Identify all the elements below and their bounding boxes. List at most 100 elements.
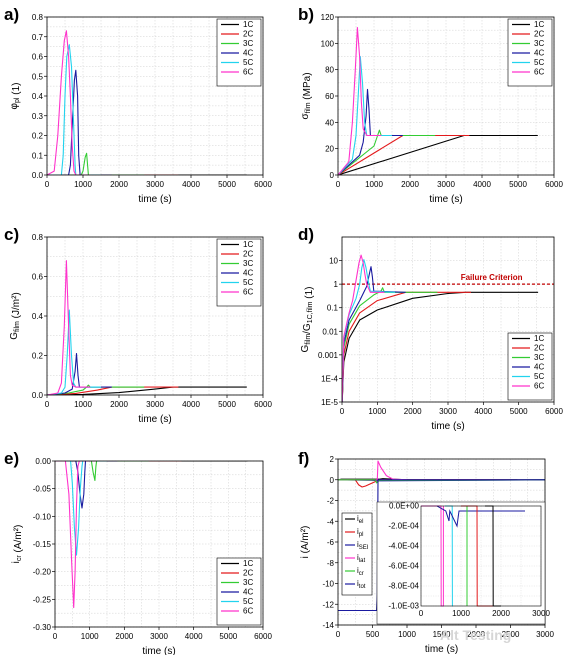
series-group <box>342 254 539 402</box>
y-label-part: φ <box>9 102 20 109</box>
legend-label: 2C <box>534 344 544 353</box>
y-tick-label: 0.00 <box>35 457 51 466</box>
x-tick-label: 5000 <box>219 632 237 641</box>
y-label-part: film <box>305 102 312 113</box>
series-line-5C <box>47 309 101 395</box>
series-group <box>47 30 247 175</box>
x-tick-label: 1000 <box>74 180 92 189</box>
y-tick-label: -14 <box>322 621 334 630</box>
legend-main: i <box>357 579 359 588</box>
legend-label: 4C <box>534 363 544 372</box>
x-tick-label: 6000 <box>545 180 563 189</box>
x-tick-label: 5000 <box>510 407 528 416</box>
y-label-part: σ <box>300 113 311 120</box>
y-label-part: (1) <box>304 286 315 301</box>
x-tick-label: 1000 <box>74 400 92 409</box>
y-tick-label: 0.7 <box>32 33 44 42</box>
panel-c: c) 0 1000 2000 3000 4000 5000 6000 0.0 0.2 0.4 0.6 0… <box>4 225 272 425</box>
series-group <box>47 260 247 395</box>
x-tick-label: 1000 <box>81 632 99 641</box>
legend-label: itot <box>357 579 366 590</box>
x-tick-label: 5000 <box>218 400 236 409</box>
x-axis-label: time (s) <box>429 194 462 205</box>
y-tick-label: 0.8 <box>32 13 44 22</box>
x-tick-label: 4000 <box>474 407 492 416</box>
y-tick-label: 100 <box>321 39 335 48</box>
legend-label: 2C <box>243 569 253 578</box>
legend-label: 2C <box>243 30 253 39</box>
y-tick-label: 60 <box>325 92 334 101</box>
series-line-5C <box>55 461 107 556</box>
y-tick-label: -0.15 <box>33 540 52 549</box>
legend-label: 6C <box>243 68 253 77</box>
failure-criterion-label: Failure Criterion <box>461 273 523 282</box>
legend-label: 1C <box>243 20 253 29</box>
series-line-4C <box>47 352 112 395</box>
series-line-4C <box>55 461 118 509</box>
x-tick-label: 0 <box>45 180 50 189</box>
series-line-1C <box>47 386 247 395</box>
x-tick-label: 0 <box>340 407 345 416</box>
x-tick-label: 3000 <box>536 630 554 639</box>
y-tick-label: 1E-5 <box>321 398 338 407</box>
legend-label: icr <box>357 566 364 577</box>
y-tick-label: 0.2 <box>32 352 44 361</box>
y-tick-label: 0 <box>330 171 335 180</box>
x-tick-label: 4000 <box>182 180 200 189</box>
y-axis-label: icr (A/m²) <box>11 525 24 564</box>
y-tick-label: 10 <box>329 257 338 266</box>
legend-box <box>341 512 373 596</box>
legend-label: 2C <box>243 250 253 259</box>
series-line-i-lat <box>338 460 408 481</box>
grid <box>46 16 264 176</box>
y-tick-label: 1 <box>334 280 339 289</box>
panel-a: a) 0 1000 2000 3000 4000 5000 6000 0.0 0.1 0.2 0.3 0… <box>4 5 272 205</box>
legend-label: 5C <box>243 597 253 606</box>
x-tick-label: 2000 <box>404 407 422 416</box>
x-tick-label: 500 <box>366 630 380 639</box>
y-tick-label: -0.05 <box>33 485 52 494</box>
x-axis-label: time (s) <box>138 194 171 205</box>
y-tick-label: 0.2 <box>32 132 44 141</box>
legend-label: 4C <box>243 49 253 58</box>
plots-layer: a)0 1000 2000 3000 4000 5000 60000.00.10.20.30… <box>4 5 563 655</box>
inset-y-tick-label: -4.0E-04 <box>388 542 419 551</box>
legend-label: 1C <box>243 559 253 568</box>
x-tick-label: 2000 <box>401 180 419 189</box>
series-line-3C <box>55 461 149 481</box>
y-tick-label: 0.0 <box>32 171 44 180</box>
series-line-5C <box>47 44 101 175</box>
legend-label: 5C <box>534 372 544 381</box>
x-tick-label: 1000 <box>365 180 383 189</box>
legend-main: i <box>357 514 359 523</box>
x-tick-label: 2500 <box>502 630 520 639</box>
x-tick-label: 2000 <box>110 400 128 409</box>
legend-sub: cr <box>359 571 364 577</box>
legend-sub: SEI <box>359 545 369 551</box>
x-tick-label: 0 <box>336 180 341 189</box>
y-label-part: cr <box>16 555 23 562</box>
y-tick-label: 0.01 <box>322 327 338 336</box>
y-axis-label: σfilm (MPa) <box>300 72 313 119</box>
y-label-part: (MPa) <box>302 72 313 102</box>
y-tick-label: -4 <box>327 517 335 526</box>
legend-label: 1C <box>534 20 544 29</box>
panel-label: d) <box>298 225 314 244</box>
x-tick-label: 5000 <box>218 180 236 189</box>
y-tick-label: -0.25 <box>33 595 52 604</box>
y-tick-label: -6 <box>327 538 335 547</box>
y-axis-label: Gfilm (J/m²) <box>9 292 22 340</box>
panel-label: e) <box>4 449 19 468</box>
x-tick-label: 4000 <box>185 632 203 641</box>
y-label-part: G <box>300 345 311 353</box>
series-line-3C <box>342 287 438 402</box>
inset-y-tick-label: 0.0E+00 <box>389 502 420 511</box>
x-tick-label: 2000 <box>115 632 133 641</box>
x-tick-label: 6000 <box>545 407 563 416</box>
inset-x-tick-label: 3000 <box>532 609 550 618</box>
y-tick-label: 0.4 <box>32 312 44 321</box>
x-tick-label: 3000 <box>437 180 455 189</box>
x-tick-label: 6000 <box>254 180 272 189</box>
inset-y-tick-label: -2.0E-04 <box>388 522 419 531</box>
